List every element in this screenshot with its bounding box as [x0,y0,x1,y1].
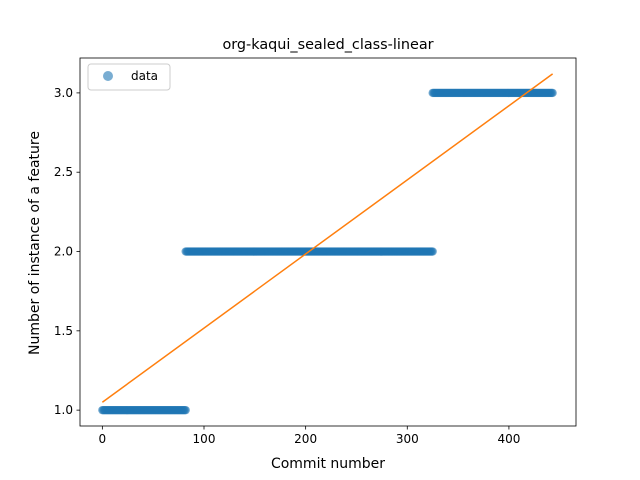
legend-marker-data [103,71,113,81]
plot-area [98,73,557,415]
legend: data [87,63,171,91]
chart-title: org-kaqui_sealed_class-linear [222,37,433,53]
y-tick-label: 1.5 [54,324,73,338]
x-tick-label: 0 [99,432,107,446]
legend-label-data: data [131,69,158,83]
fit-line [101,73,554,403]
x-tick-label: 200 [294,432,317,446]
x-tick-label: 100 [193,432,216,446]
y-tick-label: 2.5 [54,165,73,179]
x-tick-label: 300 [396,432,419,446]
legend-frame [87,63,171,91]
axes-frame [79,57,577,427]
y-tick-label: 3.0 [54,86,73,100]
x-tick-label: 400 [497,432,520,446]
y-tick-label: 1.0 [54,403,73,417]
axes: 0 100 200 300 400 1.0 1.5 2.0 2.5 3.0 [54,57,577,446]
y-axis-label: Number of instance of a feature [27,131,43,355]
data-point [548,88,557,98]
y-tick-label: 2.0 [54,245,73,259]
data-point [181,405,190,415]
x-axis-label: Commit number [271,456,385,472]
data-point [428,247,437,256]
